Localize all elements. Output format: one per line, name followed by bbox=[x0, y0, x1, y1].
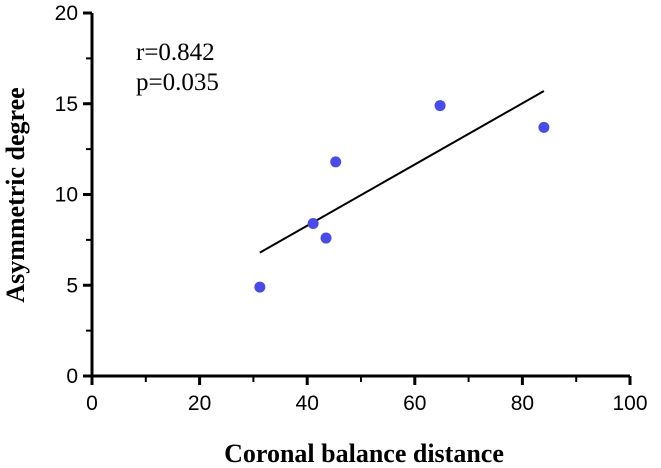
ticks: 0 20 40 60 80 100 0 5 10 15 20 bbox=[55, 2, 648, 415]
annotation-r-value: r=0.842 bbox=[136, 39, 215, 66]
data-point bbox=[254, 281, 266, 293]
y-tick-label: 0 bbox=[66, 365, 78, 388]
y-axis-title: Asymmetric degree bbox=[1, 87, 30, 302]
data-point bbox=[434, 100, 446, 112]
x-tick-label: 40 bbox=[296, 392, 319, 415]
x-tick-label: 60 bbox=[403, 392, 426, 415]
x-tick-label: 20 bbox=[188, 392, 211, 415]
trendline-group bbox=[259, 90, 545, 254]
annotation-p-value: p=0.035 bbox=[136, 69, 219, 96]
y-tick-label: 15 bbox=[55, 93, 78, 116]
data-point bbox=[320, 232, 332, 244]
y-tick-label: 10 bbox=[55, 184, 78, 207]
data-point bbox=[538, 121, 550, 133]
x-tick-label: 80 bbox=[511, 392, 534, 415]
x-tick-label: 0 bbox=[86, 392, 98, 415]
trendline bbox=[259, 90, 545, 254]
x-tick-label: 100 bbox=[612, 392, 647, 415]
y-tick-label: 5 bbox=[66, 274, 78, 297]
x-axis-title: Coronal balance distance bbox=[224, 439, 504, 468]
data-point bbox=[330, 156, 342, 168]
data-points bbox=[254, 100, 550, 293]
data-point bbox=[307, 218, 319, 230]
y-tick-label: 20 bbox=[55, 2, 78, 25]
